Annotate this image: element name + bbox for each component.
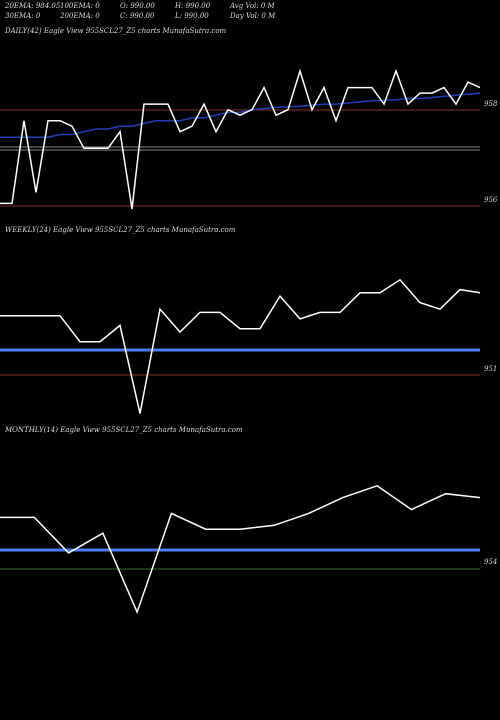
header-200ema: 200EMA: 0 — [60, 12, 100, 20]
header-open: O: 990.00 — [120, 2, 155, 10]
header-high: H: 990.00 — [175, 2, 211, 10]
weekly-price-line — [0, 278, 481, 414]
header-avg-vol: Avg Vol: 0 M — [230, 2, 275, 10]
daily-tick-956: 956 — [484, 196, 498, 204]
header-20ema: 20EMA: 984.05 — [5, 2, 61, 10]
monthly-tick-954: 954 — [484, 558, 498, 566]
header-100ema: 100EMA: 0 — [60, 2, 100, 10]
header-low: L: 990.00 — [175, 12, 209, 20]
weekly-panel-title: WEEKLY(24) Eagle View 955SCL27_Z5 charts… — [5, 226, 236, 234]
weekly-tick-951: 951 — [484, 365, 498, 373]
daily-ema-line — [0, 92, 481, 138]
monthly-panel-title: MONTHLY(14) Eagle View 955SCL27_Z5 chart… — [5, 426, 243, 434]
header-day-vol: Day Vol: 0 M — [230, 12, 276, 20]
monthly-price-line — [0, 484, 481, 615]
daily-panel-title: DAILY(42) Eagle View 955SCL27_Z5 charts … — [5, 27, 227, 35]
daily-tick-958: 958 — [484, 100, 498, 108]
daily-price-line — [0, 68, 481, 210]
header-close: C: 990.00 — [120, 12, 155, 20]
header-30ema: 30EMA: 0 — [5, 12, 41, 20]
